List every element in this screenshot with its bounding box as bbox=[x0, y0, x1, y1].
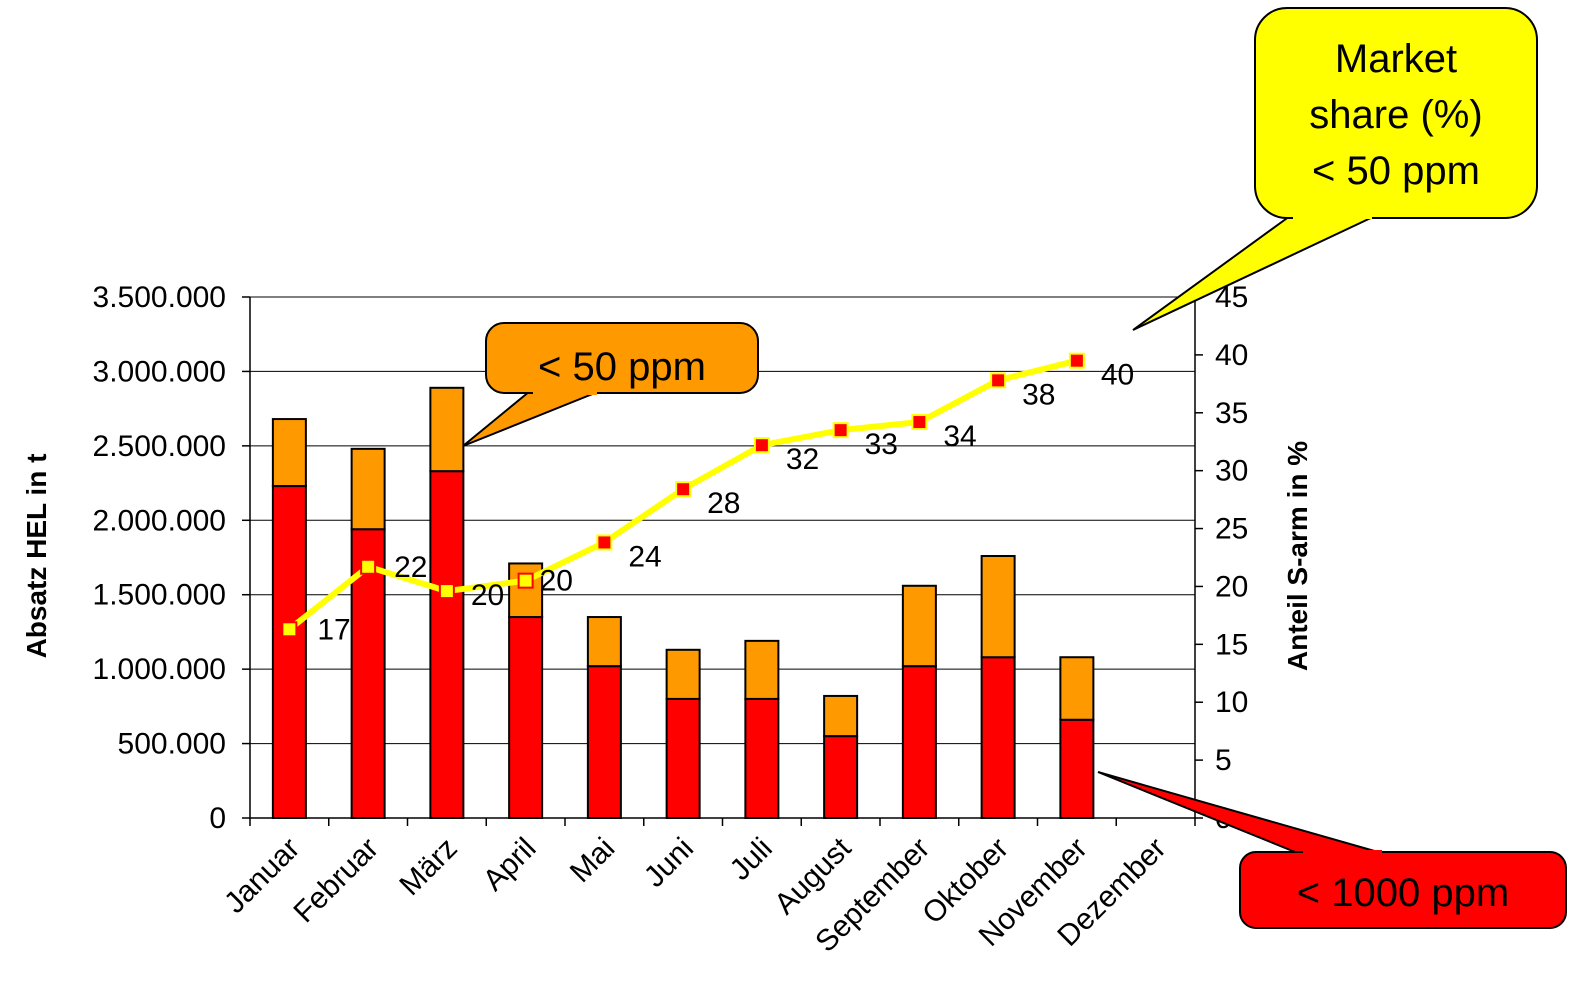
callout-market-share-pointer bbox=[1132, 215, 1376, 331]
x-tick-label: Mai bbox=[564, 832, 622, 890]
x-tick-label: Juli bbox=[724, 832, 779, 887]
bar-segment bbox=[271, 485, 307, 819]
callout-1000ppm-pointer bbox=[1097, 771, 1386, 855]
y2-tick-label: 10 bbox=[1215, 686, 1248, 719]
y-axis-title: Absatz HEL in t bbox=[21, 454, 52, 659]
bar-segment bbox=[1059, 718, 1095, 819]
bar-segment bbox=[350, 447, 386, 531]
bar-segment bbox=[901, 584, 937, 668]
bar-segment bbox=[980, 656, 1016, 820]
callout-market-share: Market share (%) < 50 ppm bbox=[1132, 7, 1538, 331]
x-tick-label: März bbox=[393, 832, 463, 902]
callout-market-share-text: share (%) bbox=[1309, 93, 1482, 137]
line-marker bbox=[517, 572, 534, 589]
callout-market-share-text: < 50 ppm bbox=[1312, 149, 1480, 193]
line-marker bbox=[360, 558, 377, 575]
y2-tick-label: 30 bbox=[1215, 455, 1248, 488]
y2-tick-label: 15 bbox=[1215, 628, 1248, 661]
y-tick-label: 0 bbox=[209, 802, 226, 835]
y-tick-label: 500.000 bbox=[118, 728, 226, 761]
data-label: 20 bbox=[540, 565, 573, 598]
line-marker bbox=[281, 621, 298, 638]
bar-segment bbox=[586, 616, 622, 668]
callout-50ppm-seam bbox=[533, 389, 597, 395]
callout-market-share-seam bbox=[1293, 214, 1372, 219]
bar-segment bbox=[271, 418, 307, 488]
line-marker bbox=[832, 422, 849, 439]
bar-segment bbox=[586, 665, 622, 819]
bars bbox=[271, 386, 1095, 820]
y2-axis-title: Anteil S-arm in % bbox=[1282, 441, 1313, 671]
line-marker bbox=[596, 534, 613, 551]
callouts: Market share (%) < 50 ppm < 50 ppm < 1000 pp… bbox=[462, 7, 1567, 929]
bar-segment bbox=[429, 470, 465, 819]
bar-segment bbox=[823, 694, 859, 738]
bar-segment bbox=[823, 735, 859, 820]
data-label: 22 bbox=[394, 551, 427, 584]
y-tick-label: 2.500.000 bbox=[93, 430, 226, 463]
line-series bbox=[281, 352, 1085, 638]
data-labels: 17 22 20 20 24 28 32 33 34 38 40 bbox=[317, 359, 1134, 647]
y2-tick-label: 35 bbox=[1215, 397, 1248, 430]
line-marker bbox=[1068, 352, 1085, 369]
y2-tick-label: 25 bbox=[1215, 513, 1248, 546]
data-label: 32 bbox=[786, 443, 819, 476]
line-marker bbox=[675, 481, 692, 498]
callout-1000ppm-seam bbox=[1303, 850, 1382, 857]
data-label: 20 bbox=[471, 579, 504, 612]
bar-segment bbox=[901, 665, 937, 819]
x-tick-label: April bbox=[477, 832, 543, 898]
bar-segment bbox=[508, 562, 544, 619]
callout-market-share-text: Market bbox=[1335, 37, 1457, 81]
callout-1000ppm-box bbox=[1239, 851, 1567, 929]
data-label: 17 bbox=[317, 613, 350, 646]
y-tick-label: 1.000.000 bbox=[93, 653, 226, 686]
x-tick-label: Juni bbox=[638, 832, 700, 894]
data-label: 38 bbox=[1022, 378, 1055, 411]
y-tick-label: 3.500.000 bbox=[93, 281, 226, 314]
data-label: 40 bbox=[1101, 359, 1134, 392]
callout-1000ppm: < 1000 ppm bbox=[1097, 771, 1567, 929]
data-label: 24 bbox=[628, 540, 661, 573]
data-label: 33 bbox=[865, 428, 898, 461]
data-label: 28 bbox=[707, 487, 740, 520]
line-marker bbox=[990, 372, 1007, 389]
callout-50ppm: < 50 ppm bbox=[462, 322, 759, 447]
bar-segment bbox=[508, 616, 544, 819]
bar-segment bbox=[665, 648, 701, 700]
callout-1000ppm-text: < 1000 ppm bbox=[1297, 871, 1509, 915]
line-marker bbox=[753, 437, 770, 454]
y-tick-label: 3.000.000 bbox=[93, 355, 226, 388]
data-label: 34 bbox=[943, 420, 976, 453]
bar-segment bbox=[744, 639, 780, 700]
callout-50ppm-text: < 50 ppm bbox=[538, 345, 706, 389]
line-marker bbox=[438, 583, 455, 600]
bar-segment bbox=[665, 697, 701, 820]
x-tick-label: Februar bbox=[287, 832, 385, 930]
line-marker bbox=[911, 414, 928, 431]
bar-segment bbox=[429, 386, 465, 473]
bar-segment bbox=[744, 697, 780, 820]
bar-segment bbox=[980, 555, 1016, 659]
y2-tick-label: 5 bbox=[1215, 744, 1232, 777]
callout-50ppm-box bbox=[485, 322, 759, 394]
bar-segment bbox=[1059, 656, 1095, 721]
callout-market-share-box bbox=[1254, 7, 1538, 219]
y-tick-label: 1.500.000 bbox=[93, 579, 226, 612]
y2-tick-label: 40 bbox=[1215, 339, 1248, 372]
callout-50ppm-pointer bbox=[462, 390, 601, 447]
y-tick-label: 2.000.000 bbox=[93, 504, 226, 537]
y2-tick-label: 20 bbox=[1215, 570, 1248, 603]
